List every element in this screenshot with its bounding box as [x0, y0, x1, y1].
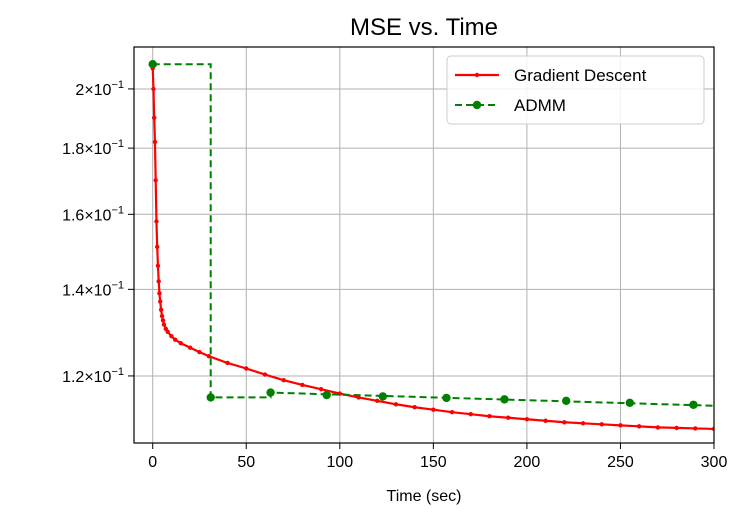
x-tick-label: 300	[701, 454, 728, 471]
y-tick-mantissa: 1.2	[62, 369, 84, 386]
y-tick-base: ×10	[84, 207, 111, 224]
x-tick-label: 50	[237, 454, 255, 471]
gradient-descent-point	[636, 424, 642, 429]
gradient-descent-point	[152, 139, 158, 145]
legend: Gradient Descent ADMM	[446, 55, 705, 125]
admm-point	[322, 390, 331, 400]
gradient-descent-point	[449, 410, 455, 415]
admm-point	[442, 393, 451, 403]
series-line-admm	[152, 63, 714, 407]
gradient-descent-point	[157, 299, 163, 304]
gradient-descent-point	[154, 219, 159, 224]
gradient-descent-point	[281, 377, 286, 383]
admm-point	[561, 396, 571, 406]
gradient-descent-point	[155, 244, 160, 250]
admm-point	[625, 398, 635, 407]
y-tick-mantissa: 1.8	[62, 141, 84, 158]
y-tick-exponent: −1	[111, 204, 124, 216]
gradient-descent-point	[318, 387, 324, 392]
x-tick-label: 250	[607, 454, 634, 471]
gradient-descent-point	[225, 360, 230, 366]
grid-lines	[134, 47, 715, 443]
gradient-descent-point	[543, 418, 548, 423]
gradient-descent-point	[674, 425, 679, 431]
gradient-descent-point	[187, 345, 193, 350]
x-tick-label: 200	[514, 454, 541, 471]
gradient-descent-point	[156, 279, 161, 284]
gradient-descent-point	[375, 398, 380, 404]
y-tick-label: 1.4×10−1	[62, 279, 124, 299]
gradient-descent-point	[618, 423, 623, 428]
legend-marker-gradient-descent	[474, 72, 480, 78]
gradient-descent-point	[197, 349, 202, 355]
y-tick-label: 2×10−1	[75, 79, 124, 99]
gradient-descent-point	[161, 322, 167, 327]
gradient-descent-point	[158, 307, 164, 312]
gradient-descent-point	[300, 382, 305, 388]
gradient-descent-point	[337, 391, 343, 396]
y-tick-label: 1.8×10−1	[62, 138, 124, 158]
admm-point	[266, 388, 275, 397]
y-tick-exponent: −1	[111, 279, 124, 291]
gradient-descent-point	[157, 291, 162, 296]
legend-label-gradient-descent: Gradient Descent	[514, 66, 647, 85]
admm-point	[689, 400, 698, 409]
x-axis-title: Time (sec)	[387, 488, 462, 505]
gradient-descent-point	[178, 341, 183, 346]
admm-point	[148, 60, 157, 69]
y-tick-base: ×10	[84, 141, 111, 158]
x-tick-label: 100	[326, 454, 353, 471]
gradient-descent-point	[562, 420, 567, 425]
gradient-descent-point	[151, 86, 156, 92]
gradient-descent-point	[262, 372, 268, 377]
y-tick-base: ×10	[84, 282, 111, 299]
gradient-descent-point	[693, 426, 698, 431]
gradient-descent-point	[393, 402, 399, 407]
y-tick-label: 1.2×10−1	[62, 366, 124, 386]
y-tick-base: ×10	[84, 369, 111, 386]
y-tick-exponent: −1	[111, 79, 124, 91]
y-tick-exponent: −1	[111, 366, 124, 378]
gradient-descent-point	[244, 366, 249, 371]
admm-point	[206, 393, 215, 402]
legend-marker-admm	[472, 100, 482, 110]
gradient-descent-point	[159, 313, 165, 319]
gradient-descent-point	[206, 353, 212, 359]
gradient-descent-point	[152, 115, 157, 120]
gradient-descent-point	[524, 417, 530, 422]
gradient-descent-point	[505, 415, 511, 420]
y-tick-mantissa: 1.6	[62, 207, 84, 224]
y-tick-mantissa: 2	[75, 82, 84, 99]
gradient-descent-point	[356, 395, 361, 400]
y-tick-label: 1.6×10−1	[62, 204, 124, 224]
gradient-descent-point	[169, 333, 174, 339]
admm-point	[378, 392, 388, 401]
gradient-descent-point	[655, 425, 661, 430]
gradient-descent-point	[153, 178, 158, 183]
plot-frame	[133, 46, 715, 444]
gradient-descent-point	[468, 412, 473, 417]
y-tick-mantissa: 1.4	[62, 282, 84, 299]
legend-label-admm: ADMM	[514, 96, 566, 115]
gradient-descent-point	[580, 421, 586, 426]
x-tick-label: 150	[420, 454, 447, 471]
gradient-descent-point	[165, 329, 170, 335]
chart-title: MSE vs. Time	[350, 14, 498, 41]
y-tick-base: ×10	[84, 82, 111, 99]
x-tick-label: 0	[148, 454, 157, 471]
gradient-descent-point	[172, 337, 178, 342]
axis-ticks: 0 50 100 150 200 250 3001.2×10−11.4×10−11.6×10…	[62, 79, 727, 471]
legend-box	[446, 55, 705, 125]
admm-point	[500, 395, 509, 404]
gradient-descent-point	[412, 405, 417, 410]
gradient-descent-point	[487, 414, 492, 419]
gradient-descent-point	[155, 263, 161, 268]
gradient-descent-point	[431, 407, 436, 412]
series-layer	[148, 60, 714, 432]
y-tick-exponent: −1	[111, 138, 124, 150]
gradient-descent-point	[599, 422, 604, 427]
gradient-descent-point	[160, 318, 166, 323]
